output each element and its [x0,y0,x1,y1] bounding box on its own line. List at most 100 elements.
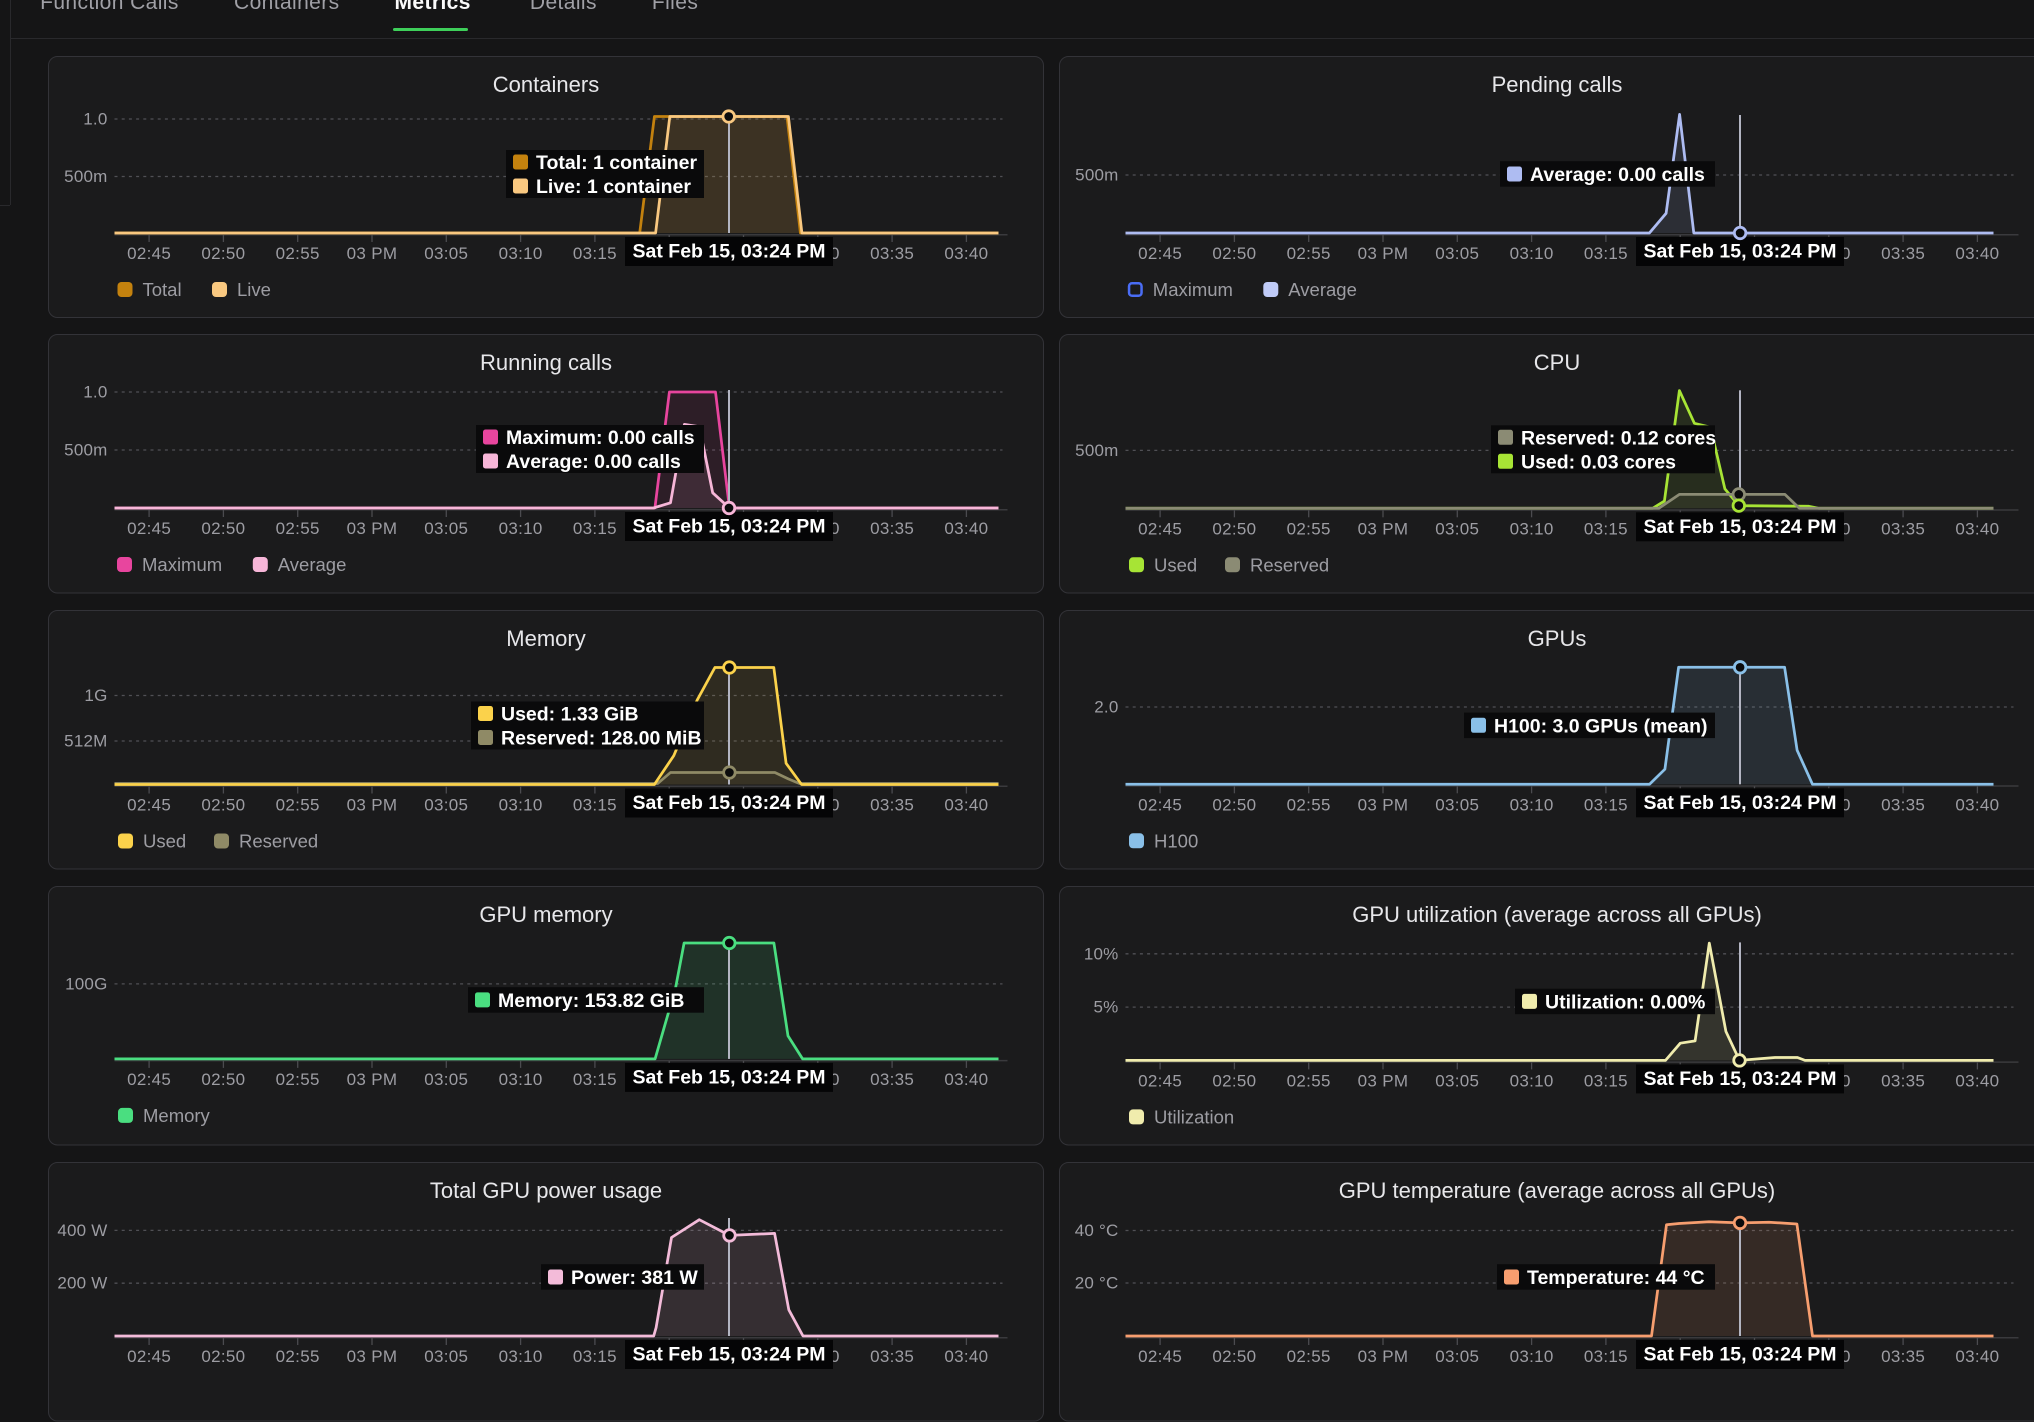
svg-text:Sat Feb 15, 03:24 PM: Sat Feb 15, 03:24 PM [1643,241,1836,263]
svg-text:Utilization: 0.00%: Utilization: 0.00% [1545,991,1705,1013]
svg-text:Used: 1.33 GiB: Used: 1.33 GiB [501,704,639,726]
svg-text:Live: 1 container: Live: 1 container [536,176,691,198]
svg-text:Sat Feb 15, 03:24 PM: Sat Feb 15, 03:24 PM [632,1344,825,1366]
svg-text:Memory: Memory [506,626,585,651]
svg-text:100G: 100G [65,974,107,993]
svg-text:02:45: 02:45 [127,519,171,538]
svg-text:400 W: 400 W [57,1221,107,1240]
svg-text:Sat Feb 15, 03:24 PM: Sat Feb 15, 03:24 PM [632,241,825,263]
svg-text:Average: Average [277,554,346,575]
svg-text:Total GPU power usage: Total GPU power usage [429,1178,661,1203]
svg-text:02:45: 02:45 [1138,795,1182,814]
svg-text:03 PM: 03 PM [346,1070,397,1089]
svg-text:500m: 500m [1075,441,1118,460]
svg-text:03:10: 03:10 [1509,795,1553,814]
svg-text:02:55: 02:55 [1286,244,1330,263]
svg-text:03:35: 03:35 [1881,244,1925,263]
svg-text:02:50: 02:50 [1212,519,1256,538]
svg-text:Average: 0.00 calls: Average: 0.00 calls [1530,164,1705,186]
svg-text:03:05: 03:05 [1435,795,1479,814]
svg-text:20 °C: 20 °C [1074,1274,1118,1293]
svg-text:CPU: CPU [1533,350,1579,375]
svg-text:Sat Feb 15, 03:24 PM: Sat Feb 15, 03:24 PM [632,516,825,538]
svg-text:2.0: 2.0 [1094,698,1118,717]
svg-text:Maximum: 0.00 calls: Maximum: 0.00 calls [506,427,695,449]
svg-text:Sat Feb 15, 03:24 PM: Sat Feb 15, 03:24 PM [1643,1344,1836,1366]
svg-text:02:55: 02:55 [1286,519,1330,538]
svg-text:Maximum: Maximum [142,554,222,575]
svg-text:03:15: 03:15 [572,519,616,538]
svg-text:Sat Feb 15, 03:24 PM: Sat Feb 15, 03:24 PM [1643,1068,1836,1090]
svg-text:03:10: 03:10 [1509,519,1553,538]
svg-text:Reserved: 0.12 cores: Reserved: 0.12 cores [1521,427,1716,449]
svg-text:03:15: 03:15 [1583,519,1627,538]
svg-text:02:50: 02:50 [1212,244,1256,263]
svg-text:Reserved: 128.00 MiB: Reserved: 128.00 MiB [501,728,702,750]
svg-text:02:45: 02:45 [127,1070,171,1089]
svg-text:02:45: 02:45 [1138,519,1182,538]
svg-text:Average: Average [1288,279,1357,300]
svg-text:03:35: 03:35 [870,244,914,263]
svg-text:03:15: 03:15 [1583,244,1627,263]
svg-text:Used: Used [143,831,186,852]
svg-text:03 PM: 03 PM [1357,244,1408,263]
svg-text:02:45: 02:45 [127,796,171,815]
svg-text:Average: 0.00 calls: Average: 0.00 calls [506,451,681,473]
svg-text:03:35: 03:35 [870,796,914,815]
svg-text:1.0: 1.0 [83,383,107,402]
svg-text:GPU memory: GPU memory [479,902,612,927]
svg-text:02:55: 02:55 [1286,1071,1330,1090]
svg-text:Memory: 153.82 GiB: Memory: 153.82 GiB [498,990,684,1012]
svg-text:10%: 10% [1083,944,1118,963]
svg-text:Total: 1 container: Total: 1 container [536,152,697,174]
svg-text:02:50: 02:50 [201,1070,245,1089]
svg-text:03:05: 03:05 [424,1070,468,1089]
svg-text:02:45: 02:45 [1138,1071,1182,1090]
svg-text:Used: Used [1154,554,1197,575]
svg-text:03:05: 03:05 [424,244,468,263]
svg-text:02:55: 02:55 [275,519,319,538]
svg-text:03:15: 03:15 [572,1070,616,1089]
svg-text:Maximum: Maximum [1152,279,1232,300]
svg-text:GPUs: GPUs [1527,626,1586,651]
svg-text:03:05: 03:05 [1435,244,1479,263]
svg-text:GPU utilization (average acros: GPU utilization (average across all GPUs… [1352,902,1762,927]
svg-text:02:55: 02:55 [1286,795,1330,814]
svg-text:03:05: 03:05 [1435,519,1479,538]
svg-text:500m: 500m [1075,166,1118,185]
svg-text:03:15: 03:15 [572,796,616,815]
svg-text:03 PM: 03 PM [1357,519,1408,538]
svg-text:512M: 512M [64,732,107,751]
svg-text:03:40: 03:40 [944,519,988,538]
svg-text:Live: Live [237,279,271,300]
svg-text:03:15: 03:15 [572,244,616,263]
svg-text:02:50: 02:50 [1212,1071,1256,1090]
svg-text:03:10: 03:10 [498,796,542,815]
svg-text:02:50: 02:50 [201,244,245,263]
svg-text:Sat Feb 15, 03:24 PM: Sat Feb 15, 03:24 PM [1643,516,1836,538]
svg-text:03 PM: 03 PM [346,519,397,538]
svg-text:03:35: 03:35 [870,1070,914,1089]
svg-text:03:35: 03:35 [1881,795,1925,814]
svg-text:Used: 0.03 cores: Used: 0.03 cores [1521,451,1676,473]
svg-text:Sat Feb 15, 03:24 PM: Sat Feb 15, 03:24 PM [632,792,825,814]
svg-text:Sat Feb 15, 03:24 PM: Sat Feb 15, 03:24 PM [632,1066,825,1088]
svg-text:03:40: 03:40 [944,1070,988,1089]
svg-text:Utilization: Utilization [1154,1106,1234,1127]
svg-text:03:40: 03:40 [944,244,988,263]
svg-text:02:55: 02:55 [275,244,319,263]
svg-text:Memory: Memory [143,1105,211,1126]
svg-text:03:10: 03:10 [1509,1071,1553,1090]
svg-text:Total: Total [142,279,181,300]
svg-text:Pending calls: Pending calls [1491,72,1622,97]
svg-text:500m: 500m [64,441,107,460]
svg-text:Reserved: Reserved [1250,554,1329,575]
svg-text:03:35: 03:35 [1881,1071,1925,1090]
svg-text:03:15: 03:15 [1583,795,1627,814]
svg-text:GPU temperature (average acros: GPU temperature (average across all GPUs… [1338,1178,1775,1203]
svg-text:02:55: 02:55 [275,796,319,815]
svg-text:500m: 500m [64,167,107,186]
svg-text:5%: 5% [1093,998,1118,1017]
svg-text:Running calls: Running calls [479,350,611,375]
svg-text:03:40: 03:40 [1955,1071,1999,1090]
